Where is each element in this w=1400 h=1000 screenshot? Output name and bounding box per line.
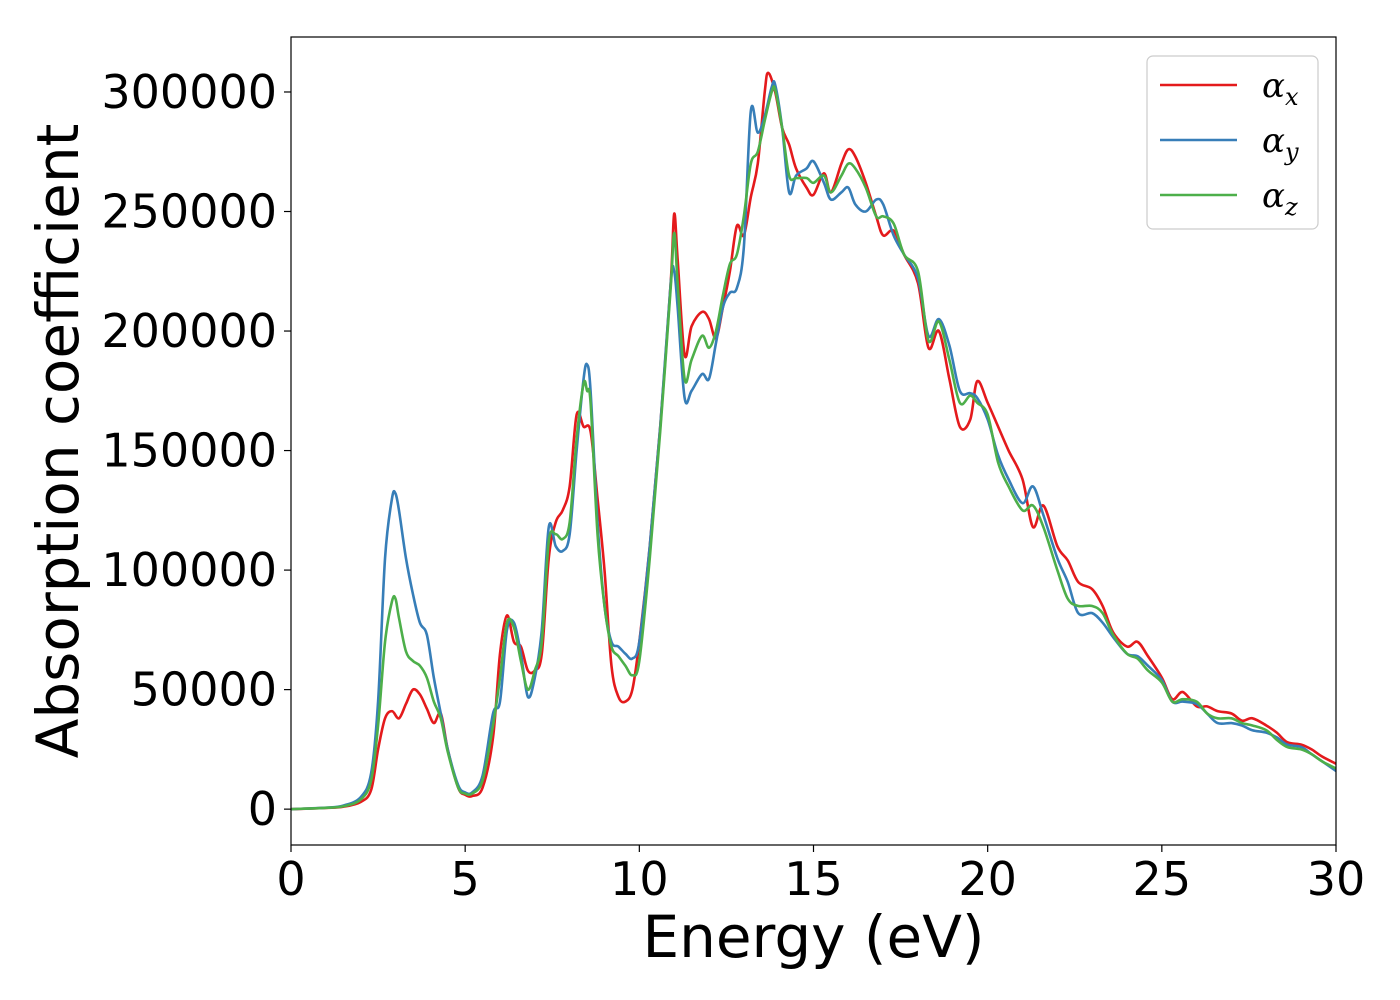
x-tick-label: 25 [1133,852,1192,906]
legend-label-y: αy [1262,121,1299,166]
y-tick-label: 150000 [101,424,277,478]
y-axis-label: Absorption coefficient [24,124,92,759]
x-tick-label: 30 [1307,852,1366,906]
legend: αx αy αz [1146,55,1319,230]
y-tick-label: 200000 [101,304,277,358]
x-tick-label: 20 [958,852,1017,906]
y-axis: 0 50000 100000 150000 200000 250000 300000 [101,65,291,836]
y-tick-label: 250000 [101,185,277,239]
y-tick-label: 100000 [101,543,277,597]
series-line-y [291,79,1336,811]
series-line-z [291,85,1336,811]
legend-label-x: αx [1262,66,1299,111]
y-tick-label: 300000 [101,65,277,119]
y-tick-label: 0 [248,782,277,836]
legend-label-z: αz [1262,176,1298,221]
legend-box [1146,55,1319,230]
x-axis: 0 5 10 15 20 25 30 [276,845,1365,906]
series-layer [291,71,1336,811]
x-tick-label: 0 [276,852,305,906]
x-tick-label: 5 [451,852,480,906]
x-axis-label: Energy (eV) [642,903,984,971]
y-tick-label: 50000 [131,663,277,717]
x-tick-label: 10 [610,852,669,906]
x-tick-label: 15 [784,852,843,906]
